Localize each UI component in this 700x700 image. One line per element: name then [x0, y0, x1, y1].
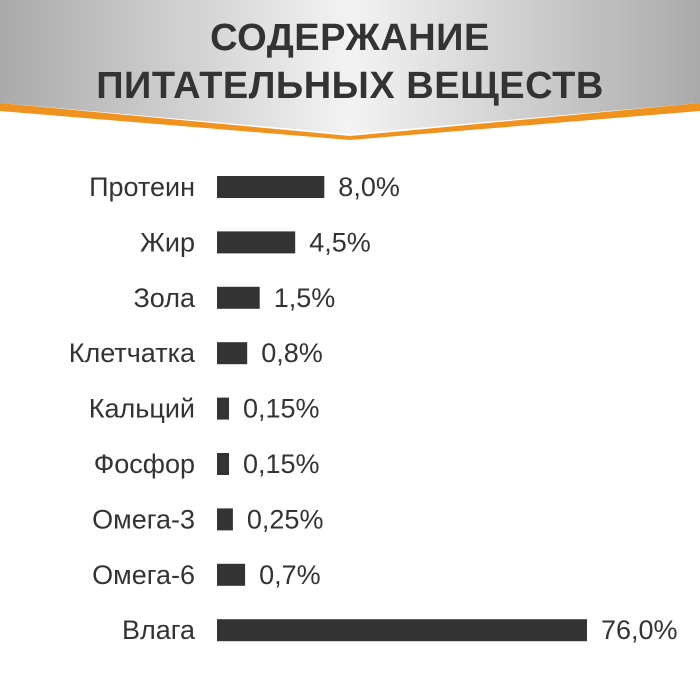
- bar: [217, 286, 260, 309]
- page-title: СОДЕРЖАНИЕ ПИТАТЕЛЬНЫХ ВЕЩЕСТВ: [0, 14, 700, 110]
- category-label: Зола: [133, 283, 195, 313]
- value-label: 0,15%: [243, 394, 320, 424]
- banner-panel: [0, 0, 700, 134]
- bar: [217, 563, 246, 586]
- category-label: Клетчатка: [69, 338, 196, 368]
- bar: [217, 342, 248, 365]
- bar: [217, 231, 296, 254]
- value-label: 0,8%: [261, 338, 323, 368]
- category-label: Влага: [122, 615, 196, 645]
- value-label: 76,0%: [601, 615, 678, 645]
- value-label: 4,5%: [309, 227, 371, 257]
- title-line-1: СОДЕРЖАНИЕ: [210, 17, 490, 59]
- category-label: Омега-6: [92, 560, 195, 590]
- banner-background: [0, 0, 700, 140]
- bar: [217, 397, 229, 420]
- title-banner: СОДЕРЖАНИЕ ПИТАТЕЛЬНЫХ ВЕЩЕСТВ: [0, 0, 700, 140]
- category-label: Жир: [140, 227, 195, 257]
- category-label: Кальций: [89, 394, 195, 424]
- value-label: 8,0%: [338, 172, 400, 202]
- value-label: 1,5%: [274, 283, 336, 313]
- category-label: Фосфор: [94, 449, 195, 479]
- value-label: 0,7%: [259, 560, 321, 590]
- value-label: 0,25%: [247, 504, 324, 534]
- bar: [217, 176, 325, 198]
- banner-accent-stripe: [0, 103, 700, 140]
- title-line-2: ПИТАТЕЛЬНЫХ ВЕЩЕСТВ: [96, 65, 604, 107]
- value-label: 0,15%: [243, 449, 320, 479]
- bar: [217, 453, 229, 475]
- bar: [217, 619, 587, 642]
- bar: [217, 508, 233, 531]
- category-label: Протеин: [89, 172, 195, 202]
- category-label: Омега-3: [92, 504, 195, 534]
